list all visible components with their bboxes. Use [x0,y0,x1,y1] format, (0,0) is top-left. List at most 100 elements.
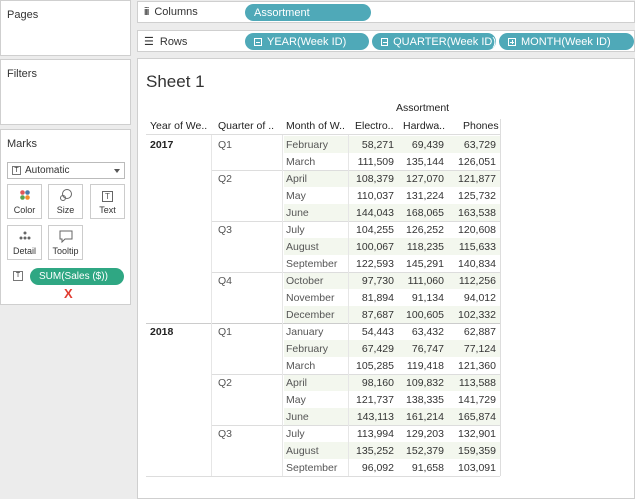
filters-card[interactable]: Filters [0,59,131,125]
vertical-divider [348,135,349,476]
sales-value: 122,593 [356,258,394,270]
tooltip-icon [59,229,73,243]
sales-value: 129,203 [406,428,444,440]
sales-value: 62,887 [463,326,496,338]
rows-label: Rows [159,35,188,48]
sales-value: 145,291 [406,258,444,270]
quarter-divider [211,425,500,426]
columns-label: Columns [154,6,198,18]
sales-value: 105,285 [356,360,394,372]
month-label: March [286,360,316,372]
month-label: August [286,445,319,457]
pages-title: Pages [7,9,39,21]
columns-shelf[interactable]: iii Columns Assortment [137,1,635,23]
rows-shelf-label: ☰ Rows [144,35,188,49]
color-label: Color [13,205,36,215]
sales-value: 81,894 [361,292,394,304]
mark-type-dropdown[interactable]: T Automatic [7,162,125,179]
text-encoding-icon: T [13,271,23,281]
sales-value: 126,252 [406,224,444,236]
tooltip-tile[interactable]: Tooltip [48,225,83,260]
month-label: October [286,275,324,287]
text-icon: T [102,191,113,202]
columns-shelf-label: iii Columns [144,6,198,18]
month-label: June [286,411,309,423]
column-header: Phones [463,120,499,132]
assortment-pill[interactable]: Assortment [245,4,371,21]
month-pill[interactable]: MONTH(Week ID) [499,33,634,50]
quarter-divider [211,272,500,273]
quarter-divider [211,170,500,171]
assortment-pill-label: Assortment [254,6,310,19]
text-tile[interactable]: T Text [90,184,125,219]
sales-value: 143,113 [356,411,394,423]
sales-value: 144,043 [356,207,394,219]
sales-value: 135,252 [356,445,394,457]
sales-value: 159,359 [458,445,496,457]
column-header: Month of W.. [286,120,345,132]
row-band [284,238,500,255]
text-mark-icon: T [12,166,21,175]
detail-tile[interactable]: Detail [7,225,42,260]
sales-value: 119,418 [406,360,444,372]
year-divider [146,323,500,324]
sum-sales-pill[interactable]: SUM(Sales ($)) [30,268,124,285]
quarter-divider [211,374,500,375]
detail-label: Detail [12,246,36,256]
month-pill-label: MONTH(Week ID) [521,35,611,48]
column-header: Hardwa.. [403,120,446,132]
sales-value: 111,060 [407,275,444,287]
color-tile[interactable]: Color [7,184,42,219]
remove-mark-icon[interactable]: X [64,286,73,301]
mark-type-value: Automatic [25,165,70,176]
header-divider [146,134,500,135]
marks-card: Marks T Automatic Color Size T Text [0,129,131,305]
row-band [284,408,500,425]
sheet-title: Sheet 1 [146,72,205,91]
sales-value: 54,443 [361,326,394,338]
sales-value: 113,994 [356,428,394,440]
sales-value: 118,235 [406,241,444,253]
row-band [284,340,500,357]
month-label: August [286,241,319,253]
month-label: April [286,377,308,389]
month-label: March [286,156,316,168]
year-pill[interactable]: YEAR(Week ID) [245,33,369,50]
collapse-icon [254,37,262,46]
size-label: Size [56,205,75,215]
pages-card[interactable]: Pages [0,0,131,56]
sales-value: 76,747 [411,343,444,355]
quarter-label: Q3 [218,224,233,236]
sales-value: 138,335 [406,394,444,406]
sales-value: 121,877 [458,173,496,185]
row-band [284,374,500,391]
year-label: 2017 [150,139,174,151]
sales-value: 165,874 [458,411,496,423]
sales-value: 100,605 [406,309,444,321]
sales-value: 120,608 [458,224,496,236]
sales-value: 109,832 [406,377,444,389]
sales-value: 58,271 [361,139,394,151]
sales-value: 63,729 [463,139,496,151]
quarter-label: Q2 [218,173,233,185]
sales-value: 96,092 [361,462,394,474]
worksheet: Sheet 1 Assortment Year of We.. Quarter of… [137,58,635,499]
size-tile[interactable]: Size [48,184,83,219]
sales-value: 94,012 [463,292,496,304]
quarter-divider [211,221,500,222]
rows-shelf[interactable]: ☰ Rows YEAR(Week ID) QUARTER(Week ID) MO… [137,30,635,52]
month-label: April [286,173,308,185]
month-label: February [286,343,329,355]
column-header: Quarter of .. [218,120,275,132]
quarter-pill[interactable]: QUARTER(Week ID) [372,33,496,50]
column-group-header: Assortment [396,102,450,114]
month-label: January [286,326,324,338]
month-label: December [286,309,335,321]
month-label: September [286,258,338,270]
row-band [284,442,500,459]
sales-value: 132,901 [458,428,496,440]
sales-value: 91,134 [411,292,444,304]
sales-value: 131,224 [406,190,444,202]
sales-value: 69,439 [411,139,444,151]
